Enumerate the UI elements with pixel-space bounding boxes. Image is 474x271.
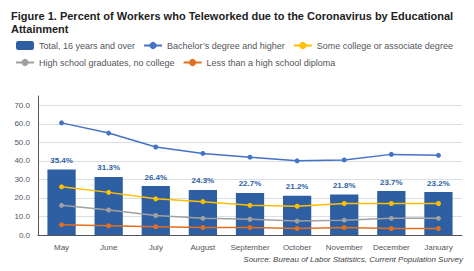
- svg-text:October: October: [283, 243, 312, 252]
- svg-text:60.0: 60.0: [14, 119, 30, 128]
- svg-text:Some college or associate degr: Some college or associate degree: [317, 41, 453, 51]
- svg-text:September: September: [230, 243, 269, 252]
- svg-text:August: August: [190, 243, 216, 252]
- svg-text:31.3%: 31.3%: [97, 163, 120, 172]
- svg-text:21.2%: 21.2%: [286, 182, 309, 191]
- svg-text:24.3%: 24.3%: [192, 176, 215, 185]
- svg-text:23.2%: 23.2%: [427, 179, 450, 188]
- svg-text:21.8%: 21.8%: [333, 181, 356, 190]
- svg-text:June: June: [100, 243, 118, 252]
- svg-text:26.4%: 26.4%: [144, 173, 167, 182]
- svg-text:50.0: 50.0: [14, 138, 30, 147]
- svg-text:January: January: [424, 243, 452, 252]
- svg-text:Figure 1. Percent of Workers w: Figure 1. Percent of Workers who Telewor…: [11, 10, 456, 22]
- svg-text:May: May: [54, 243, 69, 252]
- svg-text:35.4%: 35.4%: [50, 156, 73, 165]
- svg-text:30.0: 30.0: [14, 175, 30, 184]
- svg-text:Attainment: Attainment: [11, 23, 69, 35]
- svg-text:Source: Bureau of Labor Statis: Source: Bureau of Labor Statistics, Curr…: [243, 255, 464, 264]
- svg-text:20.0: 20.0: [14, 193, 30, 202]
- svg-text:Less than a high school diplom: Less than a high school diploma: [207, 58, 336, 68]
- svg-text:23.7%: 23.7%: [380, 178, 403, 187]
- svg-text:Total, 16 years and over: Total, 16 years and over: [39, 41, 135, 51]
- svg-text:Bachelor’s degree and higher: Bachelor’s degree and higher: [167, 41, 285, 51]
- svg-text:10.0: 10.0: [14, 212, 30, 221]
- svg-text:July: July: [149, 243, 163, 252]
- svg-text:December: December: [373, 243, 410, 252]
- svg-text:70.0: 70.0: [14, 101, 30, 110]
- svg-text:22.7%: 22.7%: [239, 179, 262, 188]
- svg-text:40.0: 40.0: [14, 156, 30, 165]
- svg-text:0.0: 0.0: [19, 231, 31, 240]
- svg-text:High school graduates, no coll: High school graduates, no college: [39, 58, 175, 68]
- svg-text:November: November: [326, 243, 363, 252]
